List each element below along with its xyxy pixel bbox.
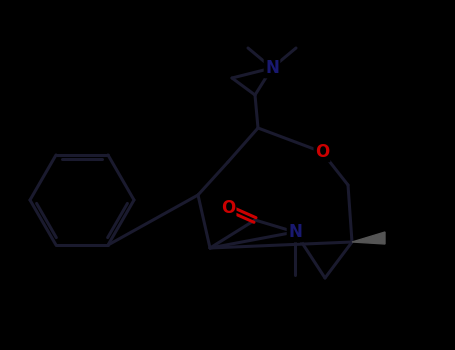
Polygon shape bbox=[352, 232, 385, 244]
Text: O: O bbox=[315, 143, 329, 161]
Text: N: N bbox=[288, 223, 302, 241]
Text: N: N bbox=[265, 59, 279, 77]
Text: O: O bbox=[221, 199, 235, 217]
